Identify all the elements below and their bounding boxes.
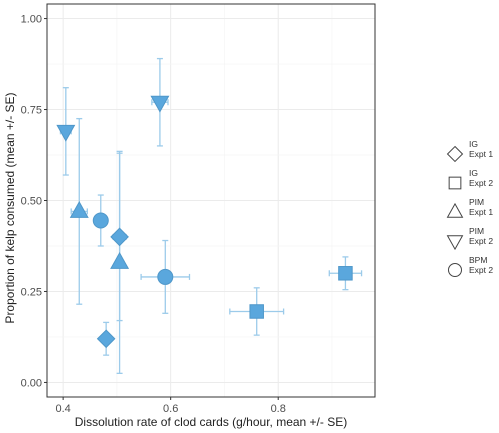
grid-lines (47, 4, 375, 397)
y-tick-label: 0.00 (21, 377, 42, 389)
legend-label: IG (469, 168, 478, 178)
legend-label: Expt 1 (469, 207, 493, 217)
y-tick-label: 0.75 (21, 105, 42, 117)
legend-label: BPM (469, 255, 487, 265)
x-axis-label: Dissolution rate of clod cards (g/hour, … (75, 415, 347, 429)
data-point-triangle-up (110, 251, 130, 269)
x-tick-label: 0.6 (163, 403, 178, 415)
legend-label: Expt 2 (469, 236, 493, 246)
data-point-diamond (96, 329, 116, 349)
data-point-circle (157, 268, 174, 285)
data-point-square (338, 266, 353, 281)
legend-label: IG (469, 139, 478, 149)
y-axis-label: Proportion of kelp consumed (mean +/- SE… (3, 92, 17, 323)
legend-key-triangle-down (446, 235, 464, 251)
data-points (56, 95, 353, 349)
data-point-triangle-down (56, 124, 76, 142)
legend-label: PIM (469, 226, 484, 236)
data-point-diamond (110, 227, 129, 247)
x-tick-label: 0.8 (271, 403, 286, 415)
data-point-triangle-up (69, 201, 89, 218)
data-point-square (249, 304, 264, 319)
legend-key-circle (448, 263, 462, 277)
legend-key-square (448, 176, 462, 190)
legend-label: Expt 1 (469, 149, 493, 159)
legend-key-triangle-up (446, 202, 464, 218)
legend-key-diamond (446, 145, 464, 163)
x-axis-ticks: 0.4 0.6 0.8 (55, 397, 286, 415)
y-tick-label: 0.25 (21, 286, 42, 298)
y-tick-label: 1.00 (21, 14, 42, 26)
x-tick-label: 0.4 (55, 403, 70, 415)
legend-label: Expt 2 (469, 265, 493, 275)
data-point-circle (92, 212, 109, 229)
y-axis-ticks: 0.00 0.25 0.50 0.75 1.00 (21, 14, 47, 389)
data-point-triangle-down (150, 95, 170, 113)
y-tick-label: 0.50 (21, 196, 42, 208)
legend-label: Expt 2 (469, 178, 493, 188)
legend-label: PIM (469, 197, 484, 207)
